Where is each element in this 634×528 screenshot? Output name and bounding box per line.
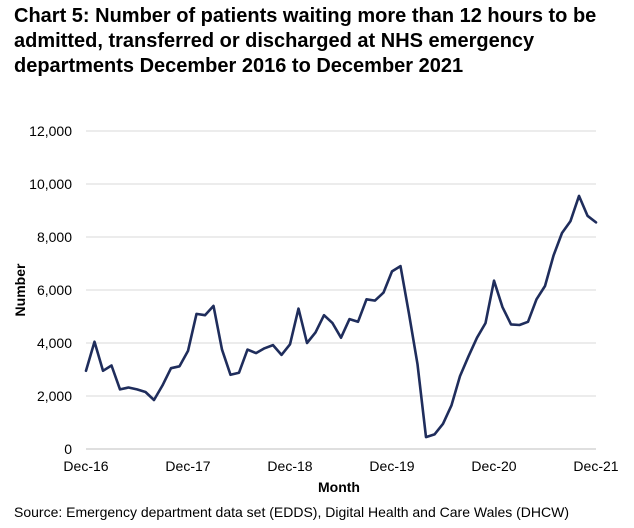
- y-tick-label: 12,000: [29, 123, 72, 139]
- y-axis-title: Number: [12, 263, 28, 316]
- x-tick-label: Dec-19: [369, 458, 414, 474]
- x-tick-labels: Dec-16 Dec-17 Dec-18 Dec-19 Dec-20 Dec-21: [63, 458, 618, 474]
- gridlines: [86, 130, 596, 397]
- x-axis-title: Month: [318, 479, 360, 495]
- x-tick-label: Dec-17: [165, 458, 210, 474]
- x-tick-label: Dec-18: [267, 458, 312, 474]
- series-line: [84, 194, 598, 439]
- y-tick-label: 10,000: [29, 176, 72, 192]
- source-note: Source: Emergency department data set (E…: [14, 504, 570, 520]
- y-tick-label: 6,000: [37, 282, 72, 298]
- y-tick-label: 0: [64, 441, 72, 457]
- x-tick-label: Dec-21: [573, 458, 618, 474]
- y-tick-label: 4,000: [37, 335, 72, 351]
- y-tick-label: 2,000: [37, 388, 72, 404]
- y-tick-labels: 0 2,000 4,000 6,000 8,000 10,000 12,000: [29, 123, 72, 457]
- y-tick-label: 8,000: [37, 229, 72, 245]
- x-tick-label: Dec-20: [471, 458, 516, 474]
- chart-title: Chart 5: Number of patients waiting more…: [14, 5, 597, 77]
- x-tick-label: Dec-16: [63, 458, 108, 474]
